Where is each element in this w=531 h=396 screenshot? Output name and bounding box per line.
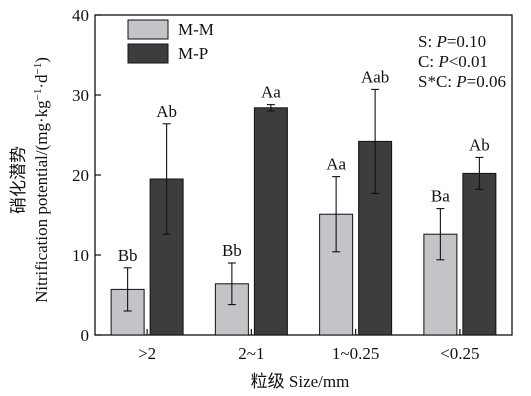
stat-value: =0.06	[467, 72, 506, 91]
significance-label: Aa	[261, 83, 281, 102]
y-tick-label: 20	[72, 166, 89, 185]
legend: M-M M-P	[127, 19, 214, 64]
axes: 0 10 20 30 40 >2 2~1 1~0.25 <0.25	[72, 6, 513, 363]
stats-annotation: S: P=0.10C: P<0.01S*C: P=0.06	[418, 32, 506, 91]
stat-p: P	[435, 32, 446, 51]
significance-label: Bb	[118, 246, 138, 265]
x-axis-label: 粒级 Size/mm	[251, 372, 350, 391]
x-tick-label: >2	[138, 344, 156, 363]
stat-line: S*C: P=0.06	[418, 72, 506, 91]
x-tick-label: <0.25	[440, 344, 479, 363]
significance-label: Ba	[431, 187, 450, 206]
significance-label: Aab	[361, 67, 389, 86]
stat-prefix: S*C:	[418, 72, 456, 91]
y-axis-label-en: Nitrification potential/(mg·kg−1·d−1)	[32, 57, 51, 303]
legend-swatch-m-p	[127, 43, 169, 64]
x-tick-label: 1~0.25	[332, 344, 379, 363]
x-tick-label: 2~1	[238, 344, 264, 363]
significance-label: Ab	[469, 135, 490, 154]
bar-m-p	[253, 107, 288, 336]
bar-m-p	[462, 172, 497, 336]
y-tick-label: 0	[81, 326, 90, 345]
legend-label: M-M	[178, 20, 214, 39]
stat-prefix: S:	[418, 32, 436, 51]
y-tick-label: 30	[72, 86, 89, 105]
stat-value: <0.01	[449, 52, 488, 71]
bars: Bb Ab Bb Aa Aa Aab Ba Ab	[110, 67, 497, 336]
stat-prefix: C:	[418, 52, 438, 71]
significance-label: Ab	[156, 102, 177, 121]
significance-label: Aa	[326, 155, 346, 174]
legend-label: M-P	[178, 44, 208, 63]
stat-line: S: P=0.10	[418, 32, 486, 51]
y-tick-label: 10	[72, 246, 89, 265]
stat-value: =0.10	[447, 32, 486, 51]
stat-p: P	[437, 52, 448, 71]
y-axis-label-cn: 硝化潜势	[9, 146, 28, 214]
significance-label: Bb	[222, 241, 242, 260]
stat-line: C: P<0.01	[418, 52, 488, 71]
stat-p: P	[455, 72, 466, 91]
y-tick-label: 40	[72, 6, 89, 25]
legend-swatch-m-m	[127, 19, 169, 40]
y-axis-label: 硝化潜势 Nitrification potential/(mg·kg−1·d−…	[9, 57, 51, 303]
